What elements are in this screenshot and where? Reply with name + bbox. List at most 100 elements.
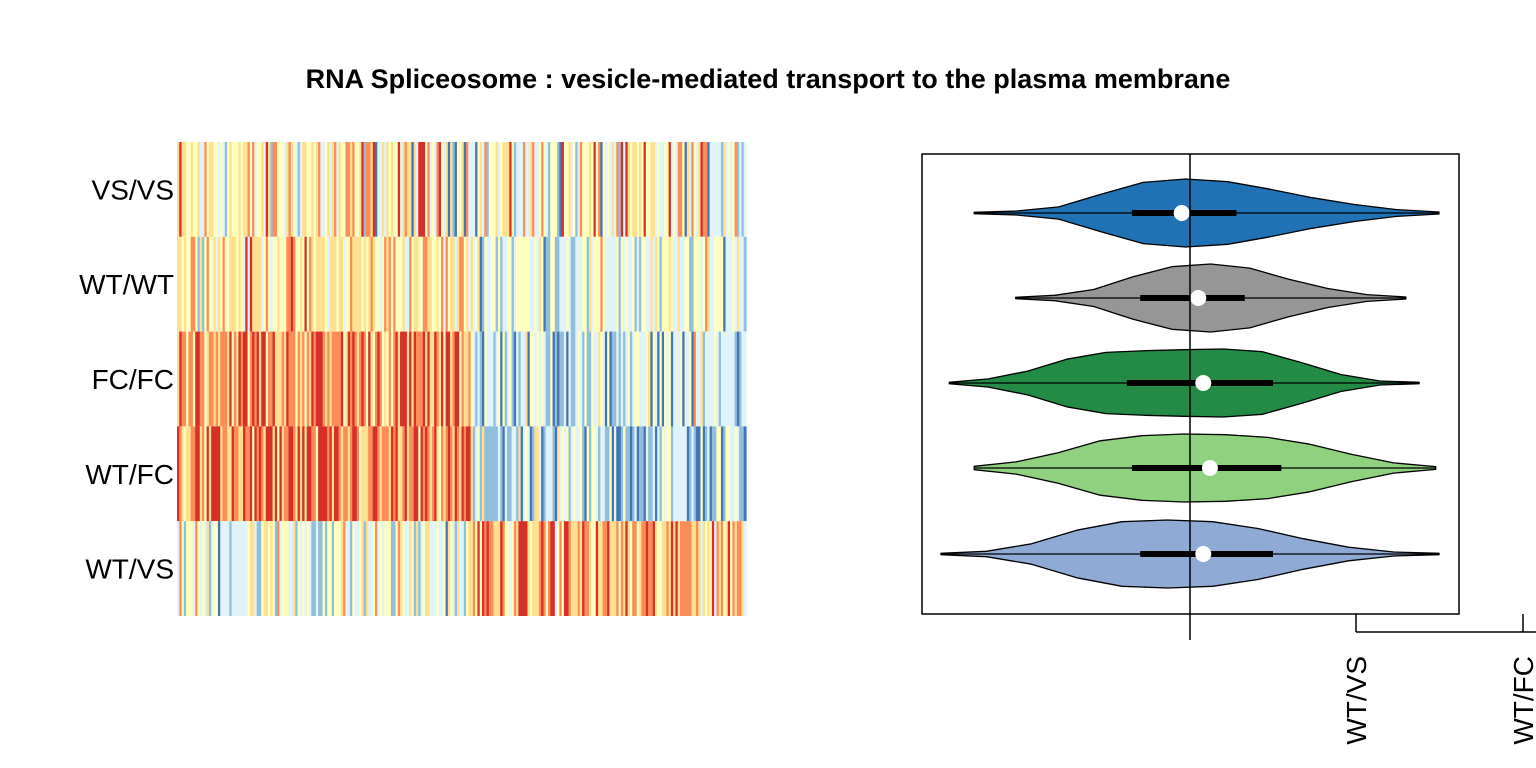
heatmap-cell xyxy=(233,236,237,332)
heatmap-cell xyxy=(609,331,613,427)
heatmap-cell xyxy=(202,236,205,332)
heatmap-cell xyxy=(488,236,492,332)
heatmap-cell xyxy=(691,142,695,237)
heatmap-cell xyxy=(384,426,387,522)
heatmap-cell xyxy=(741,521,745,616)
heatmap-cell xyxy=(418,521,422,616)
heatmap-cell xyxy=(636,236,640,332)
heatmap-cell xyxy=(195,236,199,332)
heatmap-cell xyxy=(616,331,620,427)
heatmap-cell xyxy=(545,521,549,616)
heatmap-cell xyxy=(472,142,476,237)
heatmap-cell xyxy=(507,331,510,427)
heatmap-cell xyxy=(520,236,524,332)
heatmap-cell xyxy=(579,426,583,522)
heatmap-cell xyxy=(645,236,649,332)
heatmap-cell xyxy=(299,426,303,522)
heatmap-cell xyxy=(393,331,397,427)
heatmap-cell xyxy=(215,426,219,522)
heatmap-cell xyxy=(415,236,419,332)
heatmap-cell xyxy=(650,142,654,237)
violin-median xyxy=(1190,290,1207,306)
heatmap-cell xyxy=(277,521,281,616)
heatmap-cell xyxy=(707,331,711,427)
heatmap-cell xyxy=(611,521,615,616)
heatmap-cell xyxy=(720,426,724,522)
heatmap-cell xyxy=(222,236,226,332)
heatmap-cell xyxy=(283,142,287,237)
heatmap-cell xyxy=(736,142,740,237)
heatmap-cell xyxy=(236,426,240,522)
heatmap-cell xyxy=(732,331,736,427)
heatmap-cell xyxy=(297,426,301,522)
heatmap-cell xyxy=(274,426,278,522)
heatmap-cell xyxy=(274,331,278,427)
heatmap-cell xyxy=(197,236,201,332)
heatmap-cell xyxy=(664,426,667,522)
heatmap-cell xyxy=(736,331,740,427)
heatmap-cell xyxy=(238,236,242,332)
heatmap-cell xyxy=(607,236,611,332)
heatmap-cell xyxy=(650,426,654,522)
heatmap-cell xyxy=(409,236,413,332)
heatmap-cell xyxy=(461,142,465,237)
heatmap-cell xyxy=(709,236,713,332)
heatmap-cell xyxy=(600,426,604,522)
heatmap-cell xyxy=(431,236,435,332)
heatmap-cell xyxy=(545,142,549,237)
heatmap-cell xyxy=(607,142,611,237)
heatmap-cell xyxy=(431,426,435,522)
heatmap-cell xyxy=(306,236,310,332)
heatmap-cell xyxy=(479,521,483,616)
heatmap-cell xyxy=(718,426,722,522)
heatmap-cell xyxy=(639,142,642,237)
heatmap-cell xyxy=(493,426,497,522)
heatmap-cell xyxy=(650,236,654,332)
heatmap-cell xyxy=(541,236,545,332)
heatmap-cell xyxy=(238,142,242,237)
heatmap-cell xyxy=(397,521,401,616)
heatmap-cell xyxy=(486,426,490,522)
heatmap-cell xyxy=(356,142,360,237)
heatmap-cell xyxy=(613,236,617,332)
heatmap-cell xyxy=(381,426,385,522)
heatmap-cell xyxy=(258,331,262,427)
heatmap-cell xyxy=(315,521,319,616)
heatmap-cell xyxy=(561,236,565,332)
heatmap-cell xyxy=(538,426,542,522)
heatmap-cell xyxy=(293,142,296,237)
heatmap-cell xyxy=(320,426,324,522)
heatmap-cell xyxy=(666,236,670,332)
heatmap-cell xyxy=(231,426,235,522)
heatmap-cell xyxy=(347,426,351,522)
heatmap-cell xyxy=(245,426,249,522)
heatmap-cell xyxy=(629,331,633,427)
heatmap-cell xyxy=(329,236,333,332)
heatmap-cell xyxy=(397,236,401,332)
heatmap-cell xyxy=(629,426,633,522)
heatmap-cell xyxy=(388,331,392,427)
heatmap-cell xyxy=(536,426,540,522)
heatmap-cell xyxy=(613,426,617,522)
heatmap-cell xyxy=(613,521,617,616)
heatmap-cell xyxy=(618,521,622,616)
violin-median xyxy=(1201,460,1218,476)
heatmap-cell xyxy=(400,331,403,427)
heatmap-cell xyxy=(741,142,745,237)
heatmap-cell xyxy=(438,426,442,522)
heatmap-cell xyxy=(252,521,255,616)
heatmap-cell xyxy=(607,331,611,427)
heatmap-cell xyxy=(495,331,499,427)
heatmap-cell xyxy=(463,142,467,237)
heatmap-cell xyxy=(181,236,185,332)
heatmap-cell xyxy=(588,331,592,427)
heatmap-cell xyxy=(217,331,221,427)
heatmap-cell xyxy=(479,331,483,427)
heatmap-cell xyxy=(304,331,308,427)
heatmap-cell xyxy=(199,331,203,427)
heatmap-cell xyxy=(604,426,608,522)
heatmap-cell xyxy=(725,426,729,522)
heatmap-cell xyxy=(404,142,408,237)
heatmap-cell xyxy=(643,236,647,332)
heatmap-cell xyxy=(577,142,581,237)
